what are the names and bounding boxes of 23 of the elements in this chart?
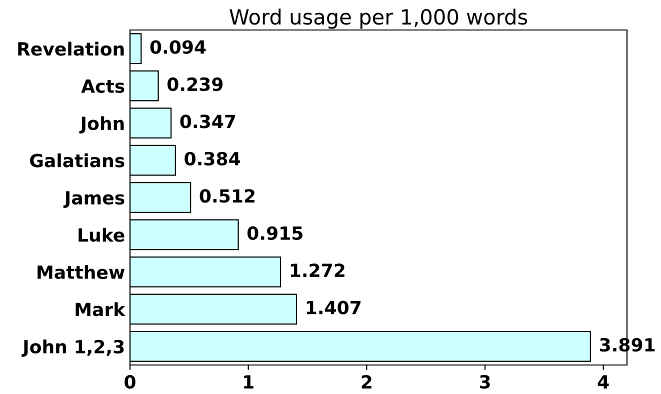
x-tick-label: 4 bbox=[598, 375, 609, 388]
data-label: 0.347 bbox=[180, 114, 236, 128]
y-tick-label: John 1,2,3 bbox=[22, 340, 124, 357]
y-tick-label: Galatians bbox=[30, 153, 124, 168]
y-tick-label: Acts bbox=[81, 80, 124, 93]
x-tick-label: 2 bbox=[362, 375, 372, 388]
data-label: 0.915 bbox=[247, 226, 302, 240]
x-tick-label: 1 bbox=[244, 375, 254, 388]
data-label: 0.239 bbox=[167, 77, 223, 92]
x-tick-label: 3 bbox=[480, 375, 490, 389]
y-tick-label: Matthew bbox=[38, 265, 125, 280]
y-tick-label: Luke bbox=[78, 228, 124, 242]
data-label: 0.094 bbox=[150, 40, 206, 54]
y-tick-label: Revelation bbox=[18, 42, 124, 56]
data-label: 1.407 bbox=[306, 300, 361, 314]
x-tick-label: 0 bbox=[124, 375, 136, 389]
y-tick-label: John bbox=[79, 116, 124, 134]
data-label: 1.272 bbox=[290, 264, 344, 277]
data-label: 0.384 bbox=[184, 152, 240, 166]
y-tick-label: Mark bbox=[76, 302, 126, 316]
data-label: 0.512 bbox=[200, 189, 254, 203]
chart-title: Word usage per 1,000 words bbox=[230, 8, 528, 29]
y-tick-label: James bbox=[63, 191, 124, 208]
